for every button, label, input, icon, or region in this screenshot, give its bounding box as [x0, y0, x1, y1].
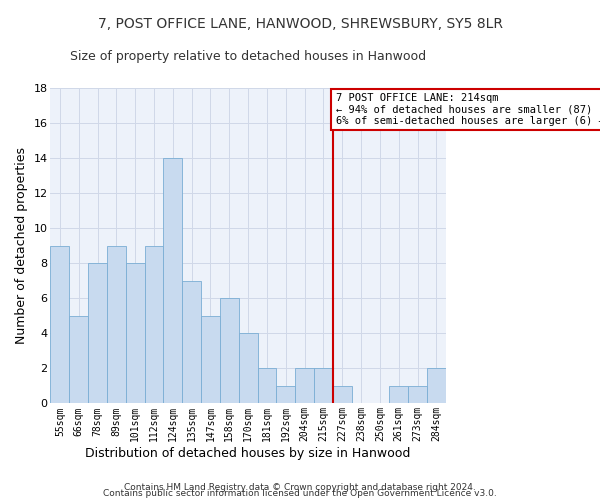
Bar [220, 298, 239, 404]
Text: 7, POST OFFICE LANE, HANWOOD, SHREWSBURY, SY5 8LR: 7, POST OFFICE LANE, HANWOOD, SHREWSBURY… [97, 18, 503, 32]
Bar [257, 368, 277, 404]
X-axis label: Distribution of detached houses by size in Hanwood: Distribution of detached houses by size … [85, 447, 411, 460]
Y-axis label: Number of detached properties: Number of detached properties [15, 147, 28, 344]
Bar [182, 280, 201, 404]
Bar [163, 158, 182, 404]
Text: 7 POST OFFICE LANE: 214sqm
← 94% of detached houses are smaller (87)
6% of semi-: 7 POST OFFICE LANE: 214sqm ← 94% of deta… [335, 93, 600, 126]
Bar [333, 386, 352, 404]
Bar [69, 316, 88, 404]
Bar [201, 316, 220, 404]
Title: Size of property relative to detached houses in Hanwood: Size of property relative to detached ho… [70, 50, 426, 63]
Bar [408, 386, 427, 404]
Bar [295, 368, 314, 404]
Text: Contains public sector information licensed under the Open Government Licence v3: Contains public sector information licen… [103, 489, 497, 498]
Bar [126, 263, 145, 404]
Bar [107, 246, 126, 404]
Bar [239, 334, 257, 404]
Bar [277, 386, 295, 404]
Bar [314, 368, 333, 404]
Bar [88, 263, 107, 404]
Text: Contains HM Land Registry data © Crown copyright and database right 2024.: Contains HM Land Registry data © Crown c… [124, 483, 476, 492]
Bar [50, 246, 69, 404]
Bar [145, 246, 163, 404]
Bar [427, 368, 446, 404]
Bar [389, 386, 408, 404]
